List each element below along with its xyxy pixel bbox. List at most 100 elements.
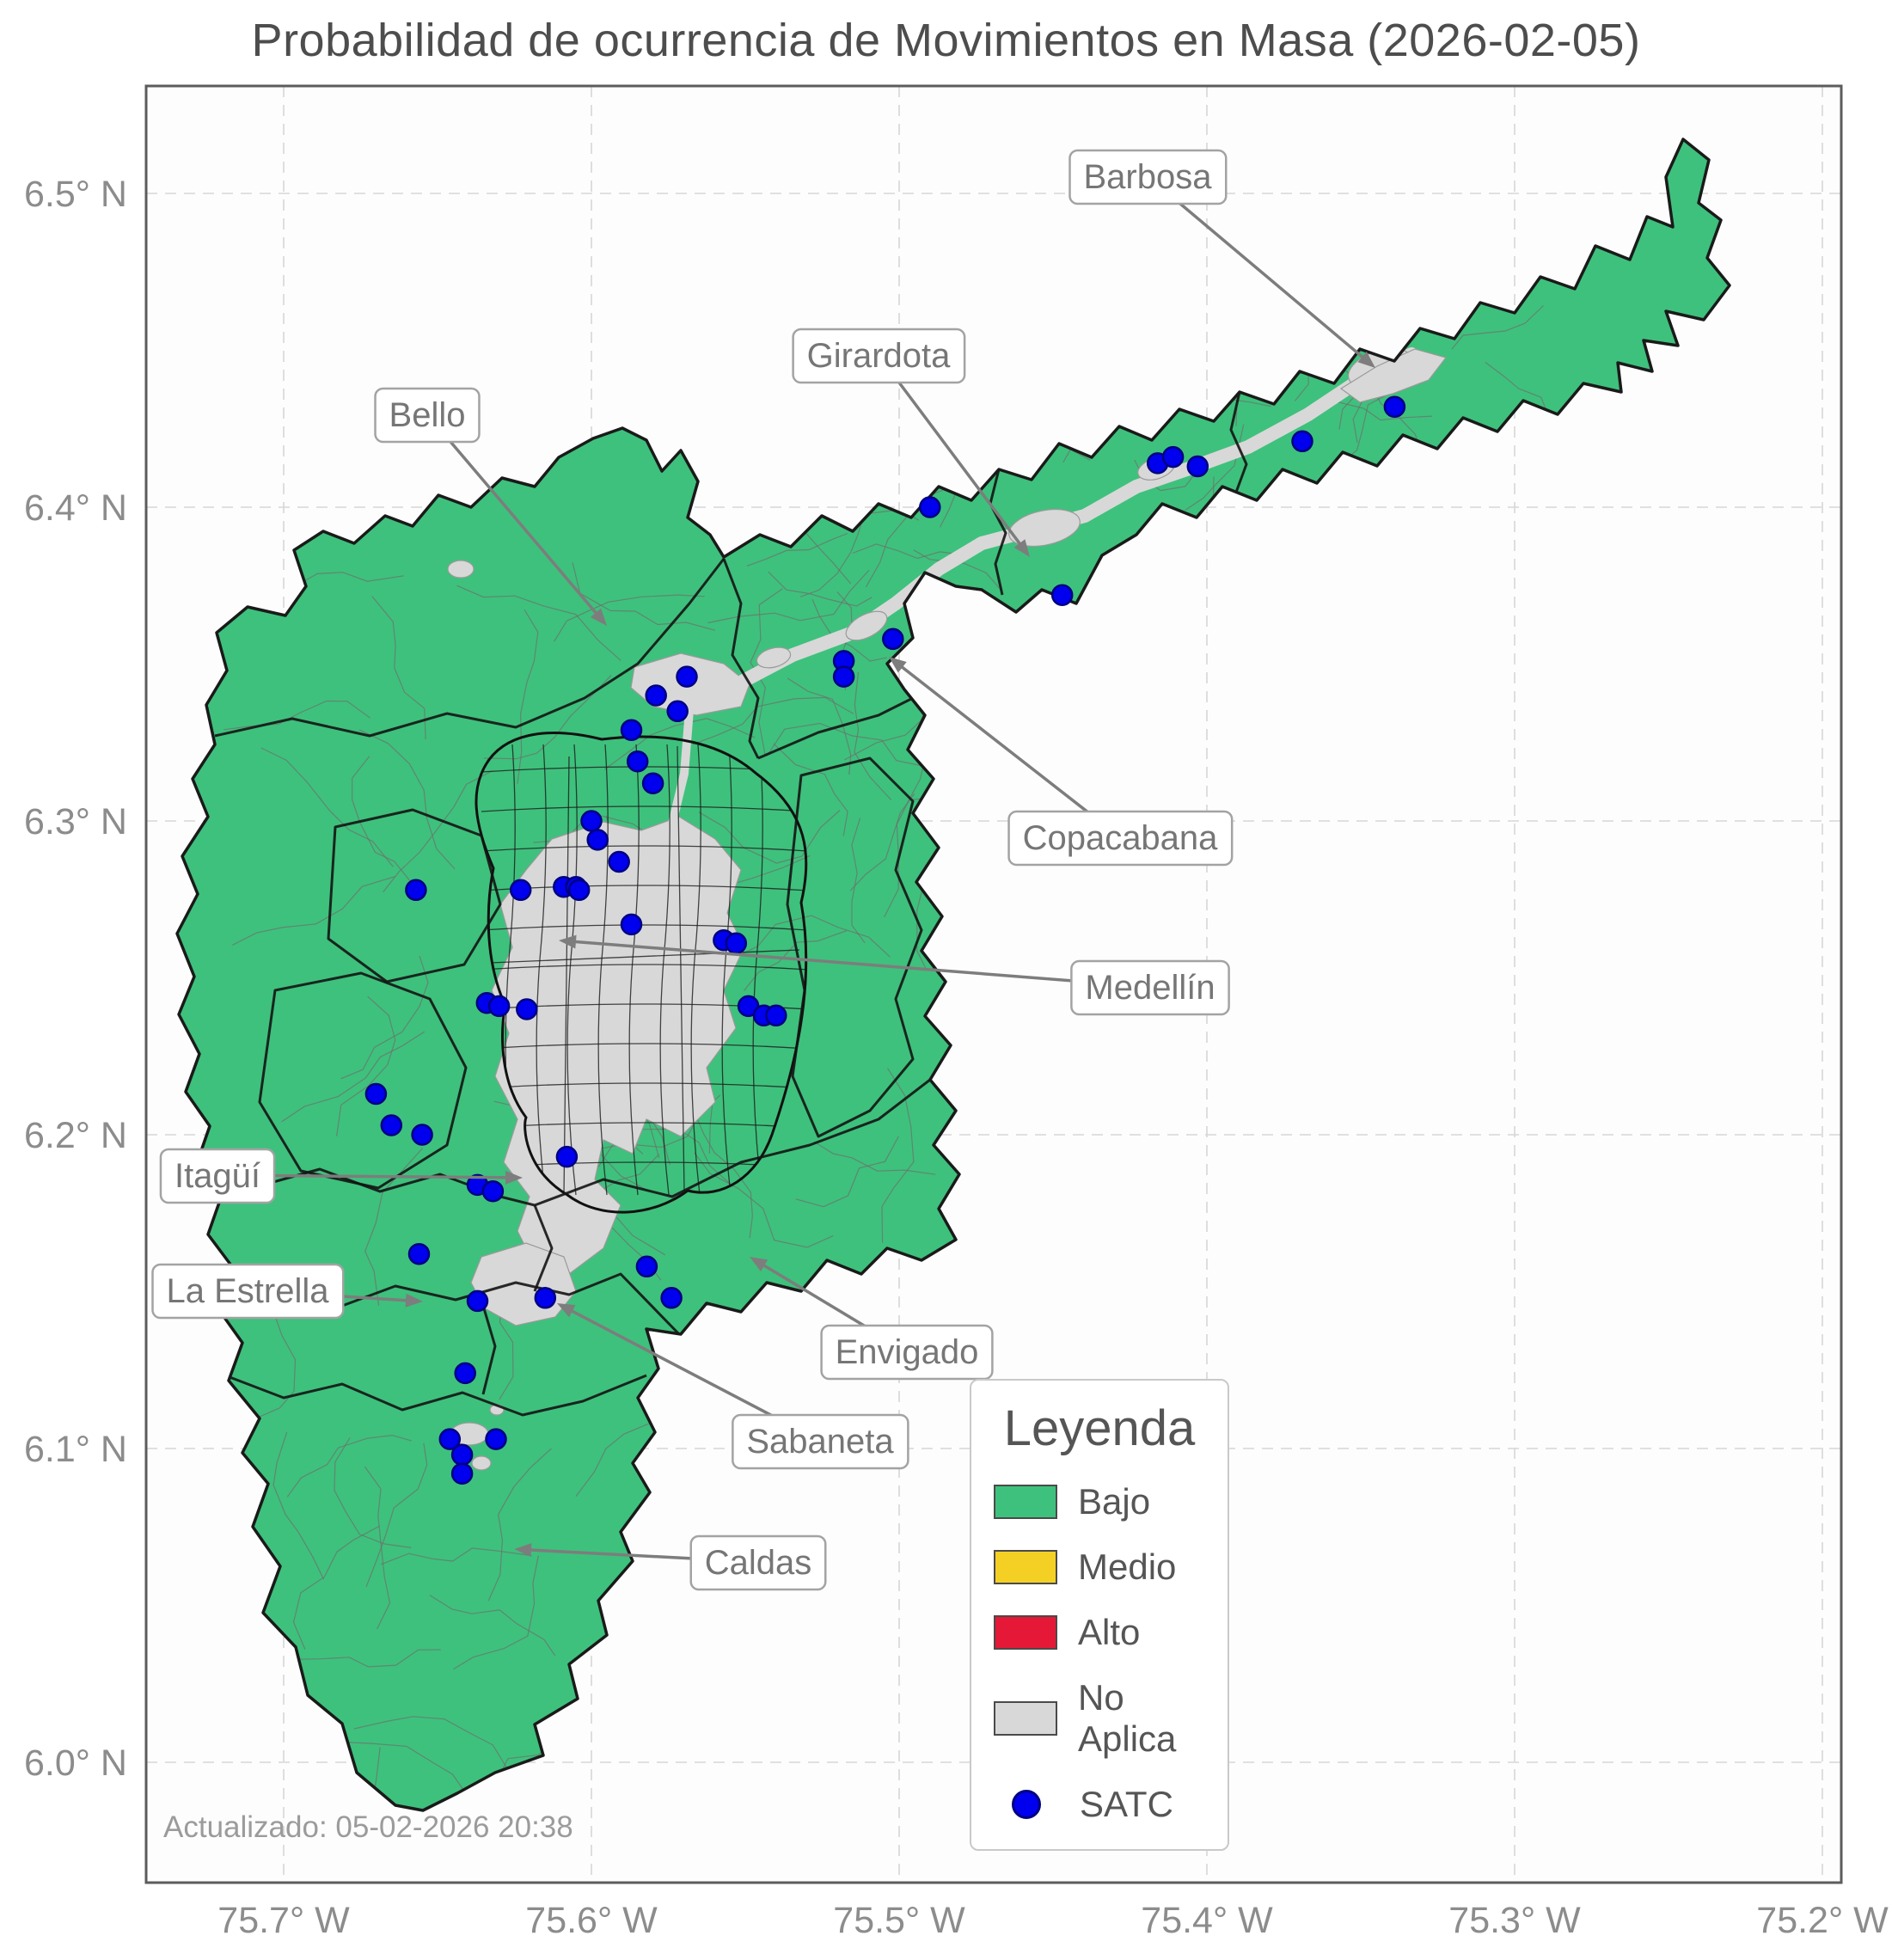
vereda-line bbox=[854, 671, 892, 800]
legend-item-label: Medio bbox=[1078, 1547, 1177, 1587]
vereda-line bbox=[364, 1467, 391, 1630]
annotation-box bbox=[159, 1148, 276, 1204]
satc-point bbox=[411, 1124, 433, 1146]
annotation-box bbox=[1007, 810, 1234, 867]
satc-point bbox=[485, 1428, 507, 1450]
city-grid-line bbox=[690, 744, 701, 1196]
satc-point bbox=[666, 700, 689, 723]
urban-caldas-s bbox=[471, 1455, 492, 1471]
comuna-line bbox=[563, 756, 570, 1196]
vereda-line bbox=[383, 769, 493, 893]
satc-point bbox=[466, 1289, 489, 1313]
annotation: Envigado bbox=[750, 1257, 994, 1381]
axis-tick-labels: 75.7° W 75.6° W 75.5° W 75.4° W 75.3° W 75.2°… bbox=[24, 174, 1889, 1941]
satc-points bbox=[364, 395, 1406, 1485]
vereda-line bbox=[698, 810, 841, 864]
vereda-line bbox=[334, 1437, 412, 1548]
city-grid-line bbox=[536, 744, 547, 1196]
vereda-line bbox=[281, 1031, 426, 1123]
city-grid-line bbox=[597, 744, 609, 1196]
urban-spot-2 bbox=[756, 646, 792, 669]
annotation-label: Barbosa bbox=[1084, 158, 1213, 196]
annotation-label: Envigado bbox=[836, 1333, 979, 1371]
city-grid-line bbox=[659, 744, 670, 1196]
vereda-line bbox=[292, 1525, 381, 1650]
vereda-line bbox=[358, 729, 456, 870]
satc-point bbox=[509, 879, 532, 902]
annotation-label: Caldas bbox=[705, 1544, 812, 1582]
annotation: Copacabana bbox=[889, 657, 1234, 867]
vereda-line bbox=[517, 609, 539, 784]
annotation-arrow bbox=[426, 413, 603, 621]
urban-barbosa-2 bbox=[1339, 348, 1448, 403]
satc-point bbox=[725, 932, 748, 955]
vereda-line bbox=[744, 930, 848, 991]
annotation-box bbox=[1070, 959, 1230, 1016]
vereda-line bbox=[881, 1068, 915, 1243]
vereda-line bbox=[746, 532, 848, 567]
vereda-line bbox=[750, 588, 783, 755]
city-grid-line bbox=[721, 744, 732, 1196]
annotation-arrowhead bbox=[1357, 352, 1375, 368]
annotation-arrowhead bbox=[590, 608, 607, 626]
city-grid-line bbox=[481, 964, 806, 971]
y-tick-label: 6.3° N bbox=[24, 801, 127, 842]
legend-item-label: SATC bbox=[1080, 1784, 1173, 1824]
satc-point bbox=[832, 665, 855, 688]
annotation-arrow bbox=[1146, 175, 1370, 364]
x-tick-label: 75.4° W bbox=[1141, 1900, 1273, 1941]
x-tick-label: 75.6° W bbox=[525, 1900, 658, 1941]
vereda-line bbox=[371, 596, 426, 740]
satc-point bbox=[1186, 455, 1209, 478]
satc-point bbox=[635, 1255, 658, 1278]
satc-point bbox=[765, 1004, 787, 1027]
annotation-arrow bbox=[894, 660, 1122, 839]
annotation-label: Copacabana bbox=[1023, 819, 1219, 857]
satc-point bbox=[481, 1179, 505, 1203]
legend-item: SATC bbox=[994, 1784, 1205, 1825]
satc-point bbox=[645, 684, 667, 707]
vereda-line bbox=[795, 1136, 899, 1208]
vereda-line bbox=[1451, 305, 1544, 350]
vereda-line bbox=[851, 818, 866, 944]
annotation-box bbox=[374, 387, 481, 444]
annotation-arrowhead bbox=[750, 1257, 768, 1272]
vereda-line bbox=[553, 594, 705, 642]
annotation: Medellín bbox=[559, 934, 1230, 1016]
y-tick-label: 6.5° N bbox=[24, 174, 127, 215]
legend-swatch bbox=[994, 1701, 1057, 1736]
vereda-line bbox=[813, 1141, 936, 1175]
annotation: Caldas bbox=[514, 1534, 827, 1591]
legend-item: Alto bbox=[994, 1612, 1205, 1653]
satc-point bbox=[882, 628, 904, 651]
satc-point bbox=[1161, 445, 1185, 469]
legend-dot bbox=[1012, 1790, 1041, 1819]
annotation-box bbox=[151, 1263, 345, 1320]
annotation-box bbox=[732, 1413, 909, 1470]
chart-title: Probabilidad de ocurrencia de Movimiento… bbox=[251, 15, 1641, 66]
vereda-line bbox=[1185, 424, 1245, 511]
satc-point bbox=[676, 665, 698, 688]
annotation-arrowhead bbox=[889, 657, 907, 673]
vereda-line bbox=[223, 700, 370, 731]
annotation-label: Medellín bbox=[1085, 969, 1215, 1007]
y-tick-label: 6.2° N bbox=[24, 1115, 127, 1156]
city-grid-line bbox=[481, 1043, 806, 1050]
updated-timestamp: Actualizado: 05-02-2026 20:38 bbox=[163, 1810, 573, 1844]
satc-point bbox=[487, 995, 511, 1018]
vereda-line bbox=[286, 1434, 412, 1498]
vereda-line bbox=[260, 747, 394, 867]
vereda-line bbox=[364, 1147, 424, 1306]
satc-point bbox=[407, 1242, 431, 1265]
satc-point bbox=[608, 850, 630, 873]
satc-point bbox=[534, 1287, 557, 1309]
legend-item-label: Bajo bbox=[1078, 1481, 1151, 1522]
comuna-line bbox=[489, 949, 800, 964]
vereda-line bbox=[340, 955, 429, 1080]
legend-swatch bbox=[994, 1550, 1057, 1584]
vereda-line bbox=[365, 1442, 428, 1588]
satc-point bbox=[919, 496, 941, 518]
vereda-line bbox=[849, 793, 915, 891]
vereda-line bbox=[768, 571, 873, 607]
